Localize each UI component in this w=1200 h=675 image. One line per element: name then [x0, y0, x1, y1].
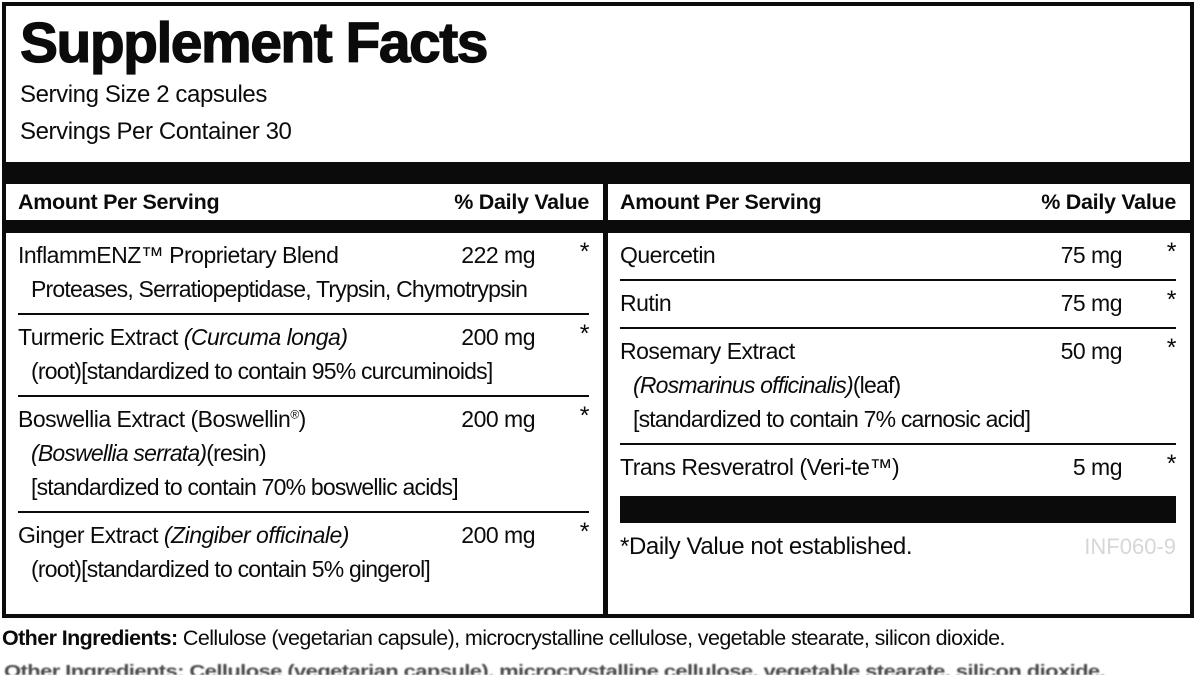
ingredient-name: InflammENZ™ Proprietary Blend — [18, 242, 339, 268]
clipped-repeat-line: Other Ingredients: Cellulose (vegetarian… — [4, 661, 1106, 675]
ingredient-main-line: Trans Resveratrol (Veri-te™) 5 mg * — [620, 450, 1177, 484]
ingredient-amount: 75 mg — [1060, 290, 1123, 316]
column-divider — [603, 233, 608, 614]
ingredient-row: Rosemary Extract 50 mg * (Rosmarinus offici… — [620, 329, 1177, 445]
ingredient-main-line: Ginger Extract (Zingiber officinale) 200 … — [18, 518, 590, 552]
ingredient-row: Turmeric Extract (Curcuma longa) 200 mg * (… — [18, 315, 590, 397]
ingredient-daily-value: * — [1166, 450, 1177, 478]
daily-value-header: % Daily Value — [1041, 190, 1176, 214]
ingredient-row: Rutin 75 mg * — [620, 281, 1177, 329]
footnote-separator-bar — [620, 496, 1176, 523]
page-title: Supplement Facts — [19, 11, 489, 75]
ingredient-subline: (Rosmarinus officinalis)(leaf) — [633, 372, 901, 398]
ingredient-subline: (root)[standardized to contain 95% curcu… — [31, 358, 493, 384]
other-ingredients-label: Other Ingredients: — [2, 626, 178, 650]
facts-panel: Supplement Facts Serving Size 2 capsules… — [2, 2, 1194, 618]
top-separator-bar — [6, 162, 1190, 184]
ingredient-amount: 200 mg — [461, 324, 535, 350]
ingredient-row: InflammENZ™ Proprietary Blend 222 mg * Prot… — [18, 233, 590, 315]
servings-per-container-line: Servings Per Container 30 — [20, 118, 292, 145]
ingredient-daily-value: * — [579, 402, 590, 430]
footnote-row: *Daily Value not established. INF060-9 — [620, 530, 1176, 564]
other-ingredients-text: Cellulose (vegetarian capsule), microcry… — [177, 626, 1006, 650]
daily-value-header: % Daily Value — [454, 190, 589, 214]
ingredient-main-line: Boswellia Extract (Boswellin®) 200 mg * — [18, 402, 590, 436]
left-column-header: Amount Per Serving % Daily Value — [6, 184, 603, 220]
ingredient-amount: 5 mg — [1072, 454, 1123, 480]
other-ingredients-line: Other Ingredients: Cellulose (vegetarian… — [2, 621, 1200, 655]
ingredient-name: Ginger Extract (Zingiber officinale) — [18, 522, 349, 548]
ingredient-amount: 200 mg — [461, 522, 535, 548]
ingredient-daily-value: * — [1166, 286, 1177, 314]
ingredient-name: Rosemary Extract — [620, 338, 795, 364]
ingredient-row: Ginger Extract (Zingiber officinale) 200 … — [18, 513, 590, 593]
ingredient-name: Boswellia Extract (Boswellin®) — [18, 406, 306, 432]
ingredient-name: Quercetin — [620, 242, 716, 268]
ingredient-columns: InflammENZ™ Proprietary Blend 222 mg * Prot… — [6, 233, 1190, 614]
product-code: INF060-9 — [1084, 534, 1176, 559]
ingredient-subline: (root)[standardized to contain 5% ginger… — [31, 556, 431, 582]
ingredient-name: Rutin — [620, 290, 672, 316]
ingredient-row: Boswellia Extract (Boswellin®) 200 mg * (Bo… — [18, 397, 590, 513]
ingredient-row: Quercetin 75 mg * — [620, 233, 1177, 281]
ingredient-subline: [standardized to contain 7% carnosic aci… — [633, 406, 1031, 432]
ingredient-amount: 200 mg — [461, 406, 535, 432]
ingredient-main-line: Rutin 75 mg * — [620, 286, 1177, 320]
header-underline-bar — [6, 220, 1190, 233]
ingredient-amount: 222 mg — [461, 242, 535, 268]
ingredient-amount: 50 mg — [1060, 338, 1123, 364]
ingredient-main-line: Turmeric Extract (Curcuma longa) 200 mg * — [18, 320, 590, 354]
right-ingredient-column: Quercetin 75 mg * Rutin 75 mg * Rosemary Extra… — [608, 233, 1190, 614]
ingredient-daily-value: * — [1166, 238, 1177, 266]
ingredient-daily-value: * — [579, 518, 590, 546]
ingredient-main-line: Rosemary Extract 50 mg * — [620, 334, 1177, 368]
ingredient-amount: 75 mg — [1060, 242, 1123, 268]
ingredient-subline: Proteases, Serratiopeptidase, Trypsin, C… — [31, 276, 528, 302]
ingredient-name: Turmeric Extract (Curcuma longa) — [18, 324, 348, 350]
serving-size-line: Serving Size 2 capsules — [20, 81, 267, 108]
ingredient-main-line: InflammENZ™ Proprietary Blend 222 mg * — [18, 238, 590, 272]
left-ingredient-column: InflammENZ™ Proprietary Blend 222 mg * Prot… — [6, 233, 603, 614]
right-column-header: Amount Per Serving % Daily Value — [608, 184, 1190, 220]
ingredient-name: Trans Resveratrol (Veri-te™) — [620, 454, 900, 480]
column-divider — [603, 184, 608, 220]
amount-per-serving-header: Amount Per Serving — [18, 190, 220, 214]
daily-value-footnote: *Daily Value not established. — [620, 533, 913, 560]
ingredient-daily-value: * — [579, 238, 590, 266]
table-header-row: Amount Per Serving % Daily Value Amount … — [6, 184, 1190, 220]
ingredient-daily-value: * — [1166, 334, 1177, 362]
right-ingredient-rows: Quercetin 75 mg * Rutin 75 mg * Rosemary Extra… — [620, 233, 1177, 491]
ingredient-subline: (Boswellia serrata)(resin) — [31, 440, 267, 466]
ingredient-main-line: Quercetin 75 mg * — [620, 238, 1177, 272]
amount-per-serving-header: Amount Per Serving — [620, 190, 822, 214]
ingredient-subline: [standardized to contain 70% boswellic a… — [31, 474, 459, 500]
ingredient-daily-value: * — [579, 320, 590, 348]
ingredient-row: Trans Resveratrol (Veri-te™) 5 mg * — [620, 445, 1177, 491]
